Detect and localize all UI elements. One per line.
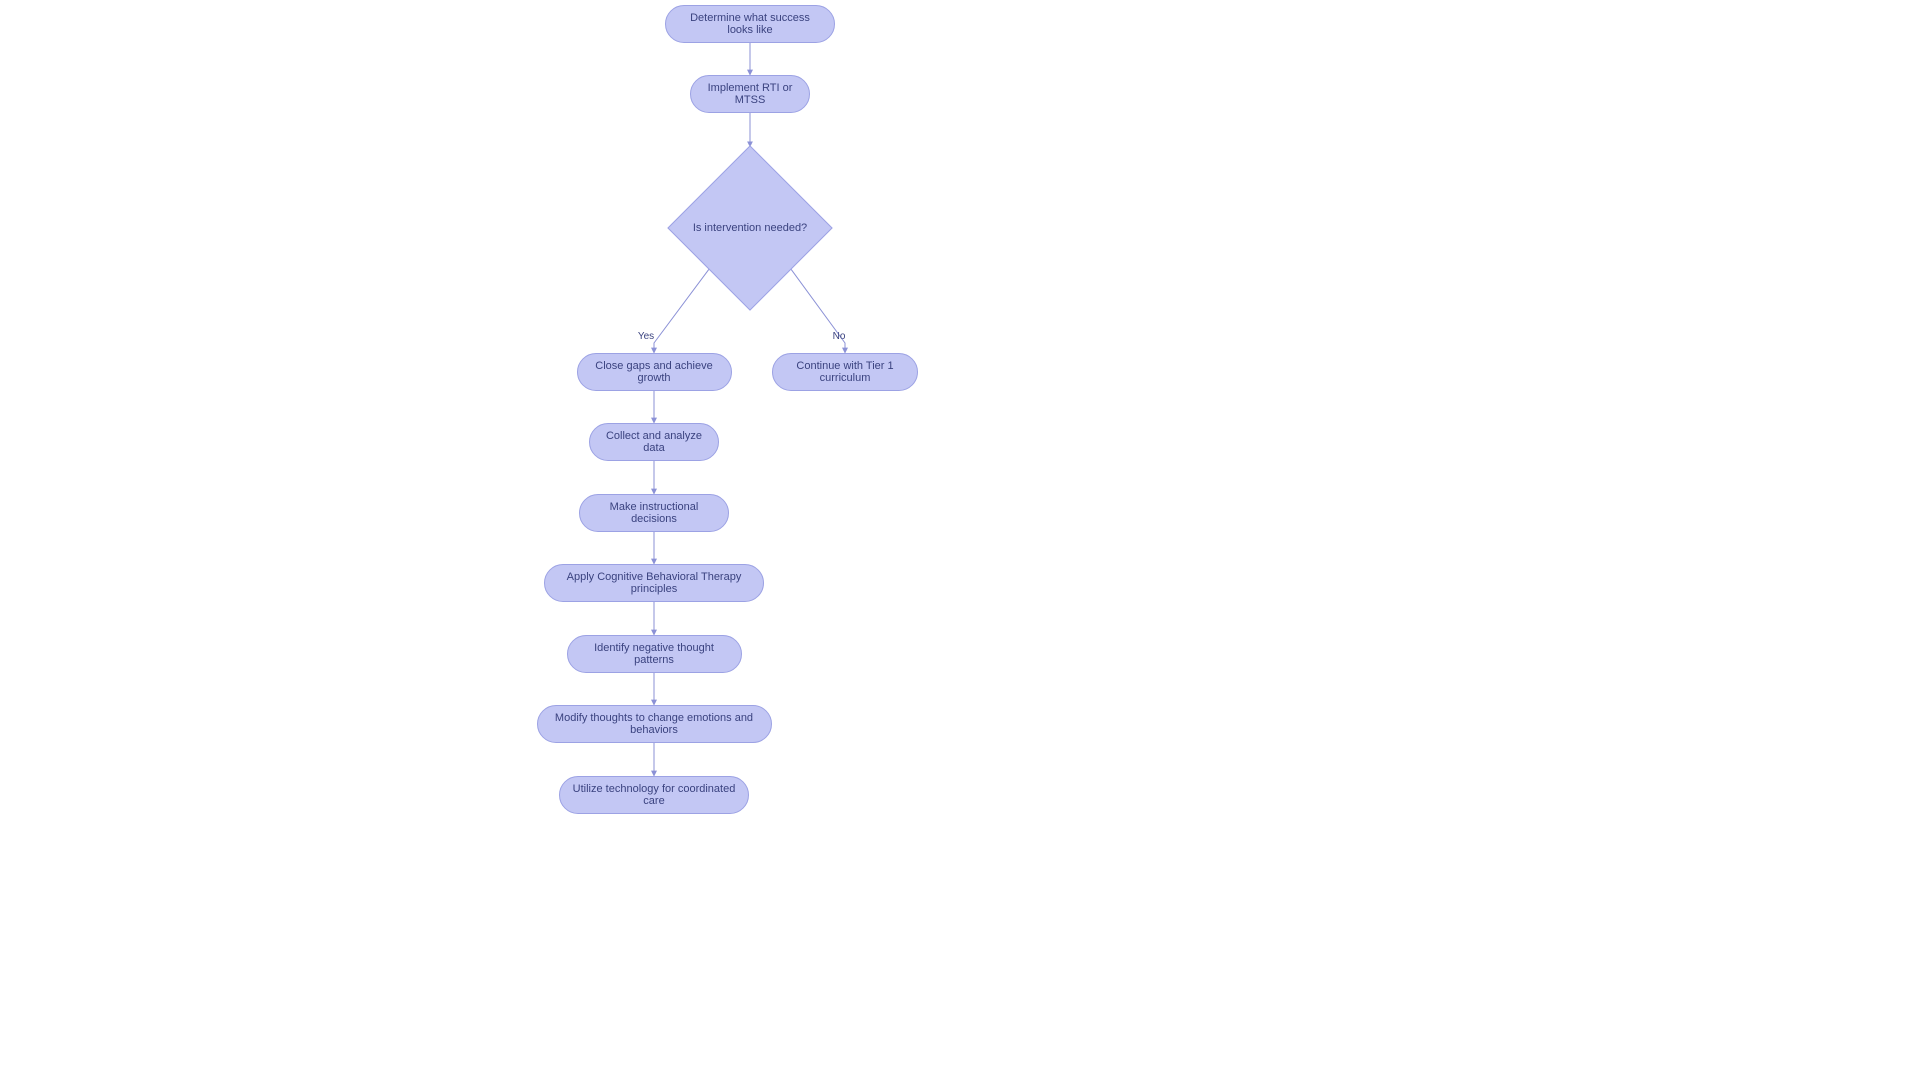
flow-node-n1: Determine what success looks like (665, 5, 835, 43)
flow-node-label: Make instructional decisions (590, 501, 718, 525)
flow-node-label: Implement RTI or MTSS (701, 82, 799, 106)
flow-node-n7: Apply Cognitive Behavioral Therapy princ… (544, 564, 764, 602)
flow-node-n2: Implement RTI or MTSS (690, 75, 810, 113)
flow-node-n5: Collect and analyze data (589, 423, 719, 461)
flowchart-canvas: Determine what success looks like Impleme… (0, 0, 1920, 1080)
flow-node-n10: Utilize technology for coordinated care (559, 776, 749, 814)
edge-label: Yes (638, 331, 654, 342)
edge (654, 269, 709, 353)
flow-node-n4: Continue with Tier 1 curriculum (772, 353, 918, 391)
flow-node-n3: Close gaps and achieve growth (577, 353, 732, 391)
flow-node-n8: Identify negative thought patterns (567, 635, 742, 673)
flow-node-label: Apply Cognitive Behavioral Therapy princ… (555, 571, 753, 595)
edges-layer (0, 0, 1920, 1080)
flow-node-label: Determine what success looks like (676, 12, 824, 36)
flow-node-n6: Make instructional decisions (579, 494, 729, 532)
flow-node-label: Collect and analyze data (600, 430, 708, 454)
flow-decision-label: Is intervention needed? (670, 222, 830, 234)
flow-node-n9: Modify thoughts to change emotions and b… (537, 705, 772, 743)
flow-node-label: Identify negative thought patterns (578, 642, 731, 666)
flow-node-label: Modify thoughts to change emotions and b… (548, 712, 761, 736)
flow-node-label: Continue with Tier 1 curriculum (783, 360, 907, 384)
flow-node-label: Close gaps and achieve growth (588, 360, 721, 384)
flow-node-label: Utilize technology for coordinated care (570, 783, 738, 807)
edge-label: No (833, 331, 846, 342)
